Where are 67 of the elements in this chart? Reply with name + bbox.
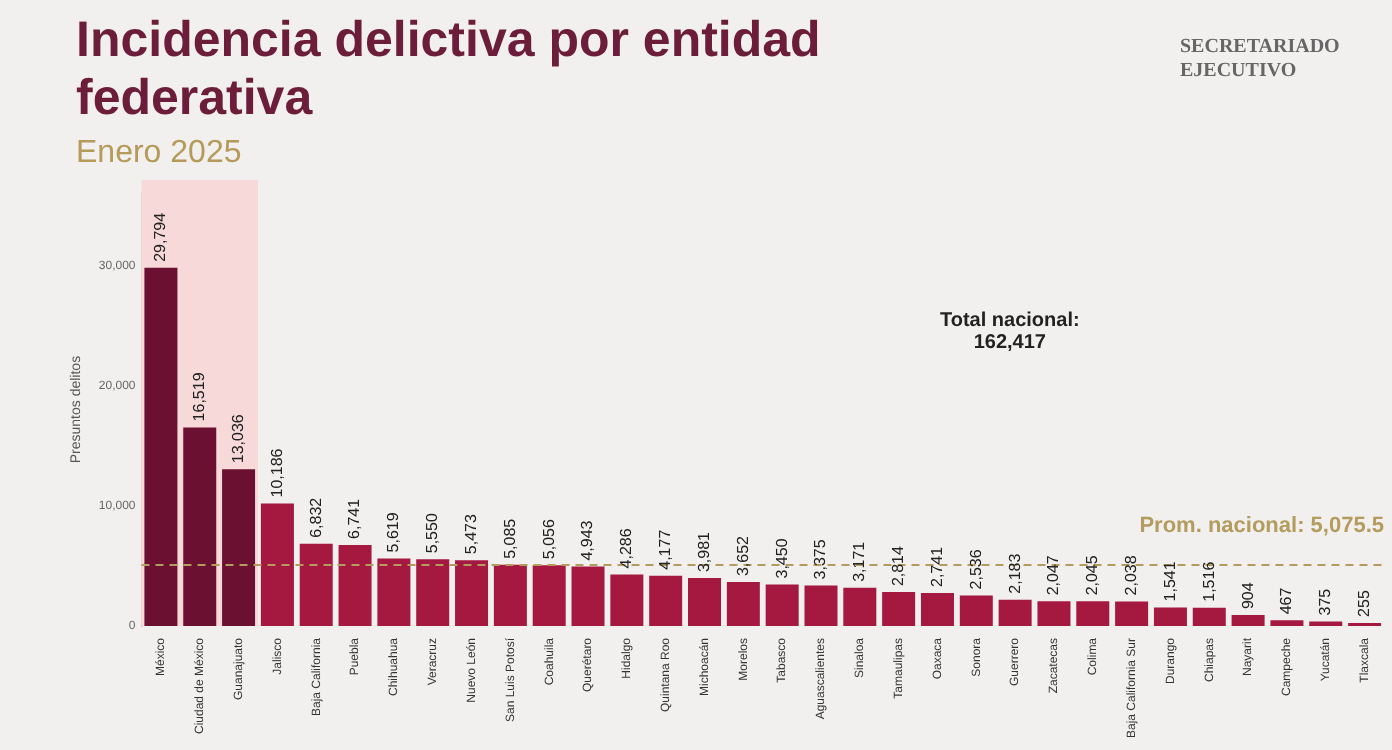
ref-line-label: Prom. nacional: 5,075.5 xyxy=(1139,514,1384,538)
bar xyxy=(260,503,294,626)
chart-title: Incidencia delictiva por entidad federativa xyxy=(76,12,823,128)
bar xyxy=(493,564,527,626)
bar xyxy=(882,592,916,626)
data-label: 2,536 xyxy=(966,548,985,590)
data-label: 3,981 xyxy=(694,530,713,573)
bar xyxy=(1076,601,1110,626)
data-label: 2,038 xyxy=(1122,554,1141,596)
bar xyxy=(765,584,799,626)
bar xyxy=(377,558,411,626)
data-label: 3,171 xyxy=(850,540,869,582)
bar xyxy=(1115,601,1149,626)
bar xyxy=(610,574,644,626)
bar xyxy=(299,543,333,626)
data-label: 5,056 xyxy=(539,518,558,560)
bar xyxy=(1037,601,1071,626)
bar xyxy=(1192,607,1226,626)
data-label: 6,832 xyxy=(306,496,325,538)
data-label: 3,450 xyxy=(772,537,791,579)
annotation: Total nacional: 162,417 xyxy=(940,310,1080,354)
data-label: 2,741 xyxy=(927,545,946,587)
data-label: 255 xyxy=(1354,589,1373,617)
bar xyxy=(455,560,489,626)
data-label: 2,047 xyxy=(1044,554,1063,596)
bar xyxy=(338,544,372,626)
data-label: 13,036 xyxy=(228,413,247,464)
data-label: 5,550 xyxy=(423,512,442,554)
data-label: 4,286 xyxy=(617,527,636,569)
chart-subtitle: Enero 2025 xyxy=(76,136,242,172)
data-label: 2,814 xyxy=(889,544,908,587)
bar xyxy=(183,427,217,626)
bar xyxy=(688,578,722,626)
bar xyxy=(1153,607,1187,626)
data-label: 16,519 xyxy=(190,371,209,422)
bar xyxy=(920,593,954,626)
data-label: 4,177 xyxy=(656,528,675,570)
bar xyxy=(532,565,566,626)
bar xyxy=(1231,615,1265,626)
bar xyxy=(222,469,256,626)
data-label: 5,085 xyxy=(500,517,519,559)
data-label: 4,943 xyxy=(578,519,597,561)
data-label: 6,741 xyxy=(345,497,364,539)
data-label: 29,794 xyxy=(151,211,170,262)
bar xyxy=(804,585,838,626)
data-label: 2,045 xyxy=(1083,554,1102,596)
bar xyxy=(649,575,683,626)
data-label: 3,375 xyxy=(811,538,830,580)
data-label: 375 xyxy=(1316,587,1335,616)
bar xyxy=(726,582,760,626)
bar xyxy=(144,267,178,626)
data-label: 1,541 xyxy=(1160,560,1179,602)
bar xyxy=(959,595,993,626)
data-label: 467 xyxy=(1277,586,1296,615)
bar xyxy=(998,599,1032,626)
data-label: 3,652 xyxy=(733,534,752,577)
bar xyxy=(416,559,450,626)
text: SECRETARIADO EJECUTIVO xyxy=(1180,36,1342,84)
bar xyxy=(571,566,605,626)
data-label: 5,473 xyxy=(461,513,480,555)
data-label: 5,619 xyxy=(384,511,403,553)
bar xyxy=(1270,620,1304,626)
data-label: 904 xyxy=(1238,581,1257,610)
data-label: 2,183 xyxy=(1005,552,1024,594)
bar xyxy=(843,587,877,626)
data-label: 1,516 xyxy=(1199,560,1218,602)
data-label: 10,186 xyxy=(267,447,286,498)
